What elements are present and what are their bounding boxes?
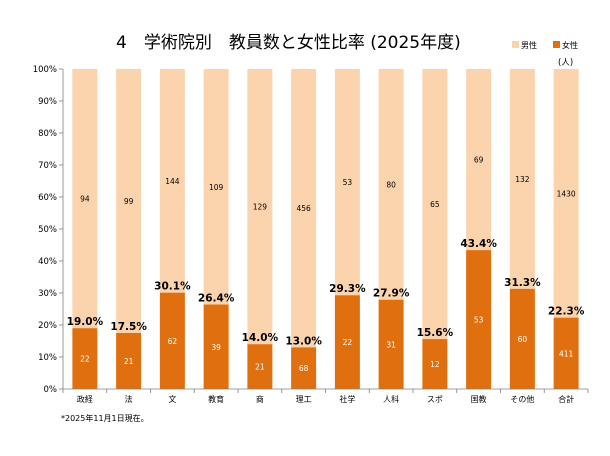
x-category-label: 理工	[296, 395, 312, 404]
y-tick-label: 80%	[38, 129, 57, 139]
female-ratio-label: 27.9%	[373, 288, 410, 300]
x-category-label: 人科	[383, 394, 399, 404]
x-category-label: 政経	[77, 394, 93, 404]
male-bar	[116, 69, 142, 333]
female-bar	[334, 295, 360, 389]
male-bar	[422, 69, 448, 340]
female-count-label: 53	[474, 316, 484, 325]
male-count-label: 129	[253, 203, 268, 212]
legend-male-label: 男性	[521, 40, 537, 50]
female-bar	[553, 317, 579, 389]
female-ratio-label: 15.6%	[417, 327, 454, 339]
male-count-label: 132	[515, 175, 530, 184]
female-ratio-label: 19.0%	[67, 316, 104, 328]
female-bar	[466, 250, 492, 389]
male-bar	[72, 69, 98, 329]
legend-female-label: 女性	[562, 40, 578, 50]
y-tick-label: 60%	[38, 193, 57, 203]
chart-title: 4 学術院別 教員数と女性比率 (2025年度)	[116, 33, 461, 53]
male-bar	[466, 69, 492, 251]
x-category-label: 商	[256, 394, 264, 404]
y-tick-label: 90%	[38, 97, 57, 107]
female-ratio-label: 22.3%	[548, 306, 585, 318]
male-bar	[509, 69, 535, 289]
y-tick-label: 10%	[38, 353, 57, 363]
female-count-label: 12	[430, 360, 440, 369]
female-count-label: 31	[386, 340, 396, 349]
female-count-label: 411	[559, 349, 574, 358]
x-axis: 政経 法 文 教育 商 理工 社学 人科 スポ 国教 その他 合計	[62, 388, 589, 404]
female-ratio-label: 29.3%	[329, 283, 366, 295]
female-ratio-label: 31.3%	[504, 277, 541, 289]
female-bar	[72, 328, 98, 389]
footnote: *2025年11月1日現在。	[61, 414, 149, 423]
male-bar	[247, 69, 273, 345]
female-count-label: 22	[80, 355, 90, 364]
y-tick-label: 50%	[38, 225, 57, 235]
female-ratio-label: 26.4%	[198, 293, 235, 305]
female-ratio-label: 14.0%	[242, 332, 279, 344]
x-category-label: 合計	[558, 394, 574, 404]
female-count-label: 21	[255, 363, 265, 372]
male-count-label: 99	[124, 197, 134, 206]
female-bar	[159, 292, 185, 389]
bars: 94 22 19.0% 99 21 17.5% 144 62 30.1% 109 39 26.4% 12…	[67, 69, 585, 389]
male-count-label: 94	[80, 195, 90, 204]
male-count-label: 456	[296, 204, 311, 213]
y-tick-label: 100%	[33, 65, 57, 75]
unit-label: (人)	[558, 58, 573, 68]
legend-male-swatch	[512, 41, 519, 48]
female-ratio-label: 13.0%	[285, 335, 322, 347]
female-ratio-label: 43.4%	[460, 238, 497, 250]
y-tick-label: 40%	[38, 257, 57, 267]
y-tick-label: 20%	[38, 321, 57, 331]
y-tick-label: 70%	[38, 161, 57, 171]
female-bar	[203, 304, 229, 389]
female-count-label: 60	[518, 335, 528, 344]
male-bar	[334, 69, 360, 296]
male-count-label: 1430	[557, 189, 576, 198]
female-bar	[291, 347, 317, 389]
female-ratio-label: 30.1%	[154, 281, 191, 293]
y-axis: 0% 10% 20% 30% 40% 50% 60% 70% 80% 90% 100%	[33, 65, 64, 395]
female-bar	[116, 333, 142, 389]
male-bar	[553, 69, 579, 318]
male-bar	[378, 69, 404, 300]
x-category-label: 社学	[339, 394, 355, 404]
x-category-label: その他	[510, 394, 534, 404]
x-category-label: 国教	[471, 394, 487, 404]
female-bar	[422, 339, 448, 389]
x-category-label: 文	[168, 394, 176, 404]
female-count-label: 62	[168, 337, 178, 346]
male-bar	[291, 69, 317, 348]
male-count-label: 109	[209, 183, 224, 192]
y-tick-label: 0%	[44, 385, 58, 395]
female-ratio-label: 17.5%	[110, 321, 147, 333]
female-bar	[378, 299, 404, 389]
male-bar	[159, 69, 185, 293]
female-bar	[247, 344, 273, 389]
x-category-label: 教育	[208, 394, 224, 404]
male-count-label: 144	[165, 177, 180, 186]
female-count-label: 22	[343, 338, 353, 347]
legend-female-swatch	[553, 41, 560, 48]
male-bar	[203, 69, 229, 305]
female-bar	[509, 288, 535, 389]
x-category-label: 法	[125, 394, 133, 404]
male-count-label: 80	[386, 180, 396, 189]
female-count-label: 21	[124, 357, 134, 366]
female-count-label: 39	[211, 343, 221, 352]
x-category-label: スポ	[427, 395, 443, 404]
male-count-label: 69	[474, 156, 484, 165]
legend: 男性 女性	[512, 40, 578, 50]
y-tick-label: 30%	[38, 289, 57, 299]
male-count-label: 53	[343, 178, 353, 187]
male-count-label: 65	[430, 200, 440, 209]
female-count-label: 68	[299, 364, 309, 373]
